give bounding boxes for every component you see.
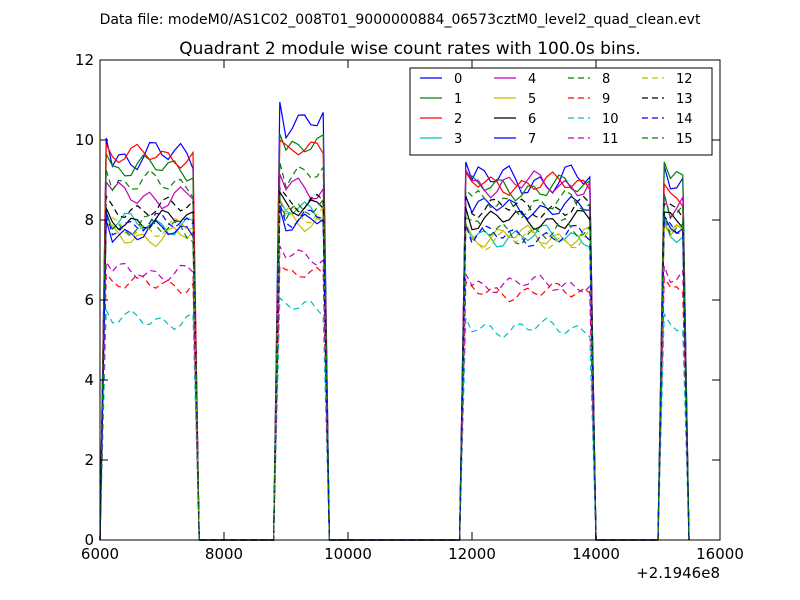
y-tick-label: 4 [84,371,94,389]
y-tick-label: 8 [84,211,94,229]
y-tick-label: 12 [75,51,94,69]
y-tick-label: 2 [84,451,94,469]
legend-label-9: 9 [602,92,610,107]
y-tick-label: 6 [84,291,94,309]
x-tick-label: 12000 [448,545,496,563]
legend-label-5: 5 [528,92,536,107]
legend-label-12: 12 [676,72,693,87]
y-tick-label: 0 [84,531,94,549]
legend-label-3: 3 [454,132,462,147]
legend-label-15: 15 [676,132,693,147]
chart-title: Quadrant 2 module wise count rates with … [179,39,640,59]
y-tick-label: 10 [75,131,94,149]
legend-label-6: 6 [528,112,536,127]
x-tick-label: 14000 [572,545,620,563]
series-line-10 [99,296,690,541]
x-offset-label: +2.1946e8 [636,564,720,582]
x-tick-label: 8000 [205,545,243,563]
legend-label-13: 13 [676,92,693,107]
legend-box [409,67,713,156]
legend-label-8: 8 [602,72,610,87]
legend-label-1: 1 [454,92,462,107]
legend-label-14: 14 [676,112,693,127]
legend-label-7: 7 [528,132,536,147]
data-file-label: Data file: modeM0/AS1C02_008T01_90000008… [100,12,701,28]
x-tick-label: 10000 [324,545,372,563]
legend-label-4: 4 [528,72,536,87]
legend-label-11: 11 [602,132,619,147]
x-tick-label: 16000 [696,545,744,563]
x-tick-label: 6000 [81,545,119,563]
legend-label-10: 10 [602,112,619,127]
legend-label-0: 0 [454,72,462,87]
x-axis: 6000 8000 10000 12000 14000 16000 [81,60,744,563]
legend-label-2: 2 [454,112,462,127]
